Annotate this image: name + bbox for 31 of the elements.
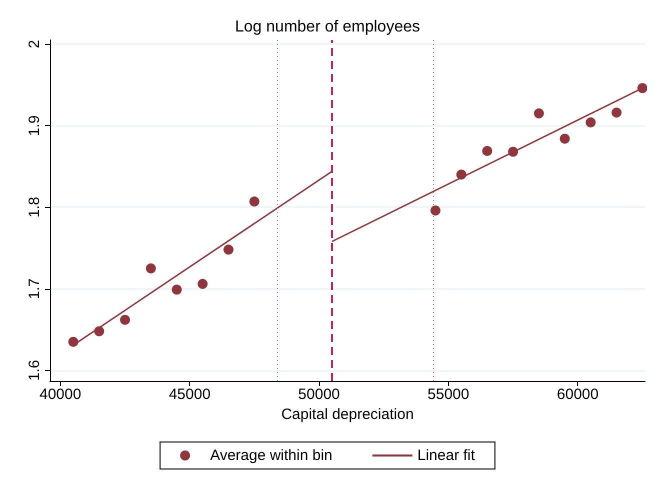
point — [430, 206, 440, 216]
x-tick-label: 50000 — [298, 386, 340, 403]
point — [68, 336, 78, 347]
point — [482, 146, 492, 156]
point — [456, 170, 466, 180]
point — [612, 108, 622, 118]
point — [224, 244, 234, 255]
x-tick-label: 40000 — [39, 386, 82, 403]
legend-label: Average within bin — [210, 447, 332, 464]
y-tick-label: 1.6 — [26, 360, 43, 381]
point — [534, 108, 544, 118]
point — [508, 146, 518, 157]
point — [94, 326, 104, 336]
x-axis-title: Capital depreciation — [281, 406, 414, 423]
point — [560, 134, 570, 144]
point — [586, 117, 596, 128]
point — [637, 83, 647, 94]
point — [198, 278, 208, 289]
y-tick-label: 1.9 — [26, 115, 43, 136]
x-tick-label: 55000 — [428, 386, 470, 403]
point — [146, 263, 156, 274]
point — [172, 284, 182, 295]
y-tick-label: 1.8 — [26, 196, 43, 218]
x-tick-label: 60000 — [556, 386, 599, 403]
y-tick-label: 2 — [26, 40, 43, 48]
point — [120, 314, 130, 325]
y-tick-label: 1.7 — [26, 278, 43, 300]
point — [249, 196, 260, 207]
chart-title: Log number of employees — [235, 18, 420, 36]
x-tick-label: 45000 — [168, 386, 211, 403]
legend-label: Linear fit — [417, 447, 476, 464]
